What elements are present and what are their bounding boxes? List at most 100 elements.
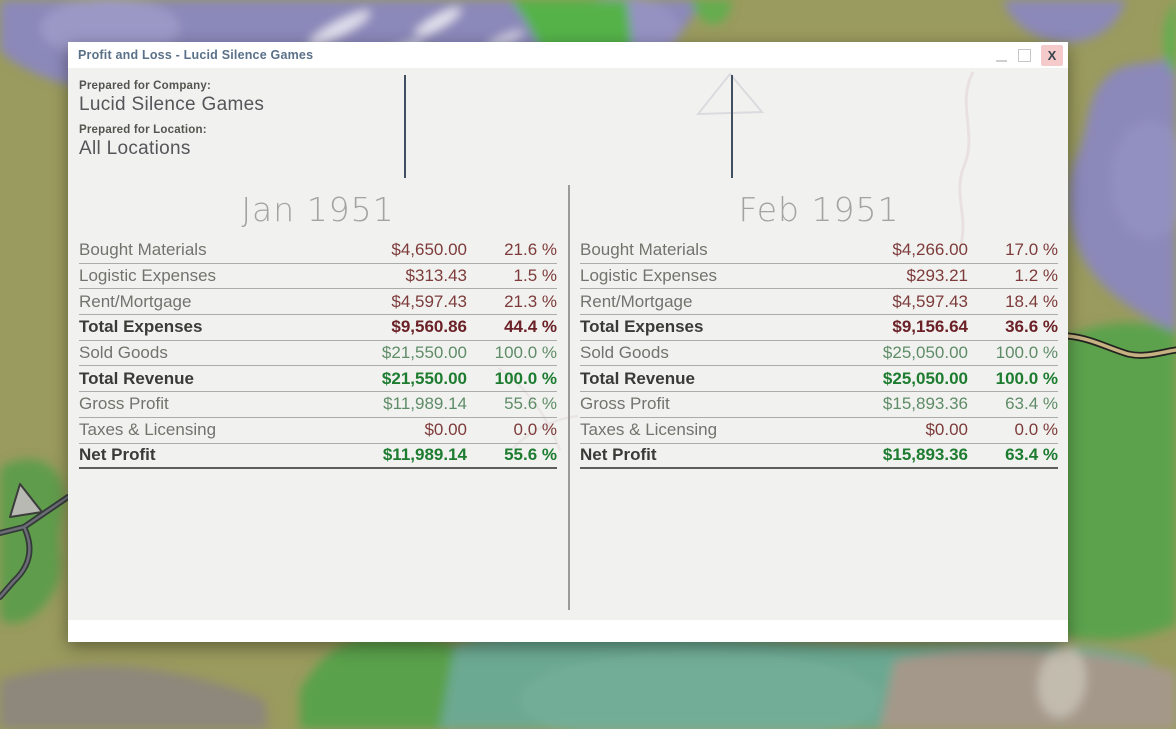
map-airfield-triangle <box>9 483 43 518</box>
profit-loss-window: Profit and Loss - Lucid Silence Games X … <box>68 42 1068 642</box>
row-label: Gross Profit <box>79 394 169 414</box>
table-row: Total Revenue $25,050.00 100.0 % <box>580 366 1058 393</box>
monthly-tables: Jan 1951 Bought Materials $4,650.00 21.6 %… <box>79 190 1058 470</box>
table-row: Rent/Mortgage $4,597.43 18.4 % <box>580 289 1058 316</box>
row-amount: $313.43 <box>405 266 467 286</box>
month-title: Feb 1951 <box>738 190 900 229</box>
table-row: Net Profit $15,893.36 63.4 % <box>580 444 1058 470</box>
report-header: Prepared for Company: Lucid Silence Game… <box>79 80 264 168</box>
map-road-right <box>1064 332 1176 359</box>
close-button[interactable]: X <box>1041 44 1063 66</box>
row-label: Net Profit <box>79 445 156 465</box>
row-percent: 21.3 % <box>504 291 557 311</box>
row-percent: 1.5 % <box>513 266 557 286</box>
row-amount: $4,597.43 <box>391 291 467 311</box>
table-row: Net Profit $11,989.14 55.6 % <box>79 444 557 470</box>
row-label: Taxes & Licensing <box>580 420 718 440</box>
pnl-table: Bought Materials $4,650.00 21.6 % Logistic … <box>79 238 557 470</box>
window-titlebar[interactable]: Profit and Loss - Lucid Silence Games X <box>68 42 1068 68</box>
table-row: Taxes & Licensing $0.00 0.0 % <box>580 418 1058 444</box>
maximize-button[interactable] <box>1017 45 1032 65</box>
row-label: Rent/Mortgage <box>79 291 192 311</box>
row-label: Taxes & Licensing <box>79 420 217 440</box>
header-divider-1 <box>404 75 406 178</box>
row-percent: 0.0 % <box>1014 420 1058 440</box>
row-amount: $25,050.00 <box>882 368 968 388</box>
row-percent: 100.0 % <box>995 368 1058 388</box>
minimize-button[interactable] <box>994 45 1008 65</box>
row-percent: 100.0 % <box>995 343 1058 363</box>
row-label: Total Revenue <box>79 368 194 388</box>
row-amount: $25,050.00 <box>882 343 968 363</box>
row-percent: 55.6 % <box>504 394 557 414</box>
table-row: Total Expenses $9,560.86 44.4 % <box>79 315 557 341</box>
window-controls: X <box>994 42 1063 68</box>
row-amount: $293.21 <box>906 266 968 286</box>
maximize-icon <box>1018 48 1031 62</box>
row-label: Total Expenses <box>580 317 704 337</box>
column-divider <box>568 185 570 610</box>
company-label: Prepared for Company: <box>79 80 212 92</box>
table-row: Total Revenue $21,550.00 100.0 % <box>79 366 557 393</box>
month-column-jan: Jan 1951 Bought Materials $4,650.00 21.6 %… <box>79 190 557 470</box>
map-road-left <box>0 494 71 600</box>
month-column-feb: Feb 1951 Bought Materials $4,266.00 17.0 %… <box>580 190 1058 470</box>
row-amount: $21,550.00 <box>381 343 467 363</box>
row-label: Gross Profit <box>580 394 670 414</box>
month-title: Jan 1951 <box>241 190 395 229</box>
row-amount: $15,893.36 <box>882 394 968 414</box>
map-green-right <box>1060 322 1176 641</box>
location-value: All Locations <box>79 138 191 159</box>
row-percent: 17.0 % <box>1005 240 1058 260</box>
row-label: Rent/Mortgage <box>580 291 693 311</box>
row-amount: $0.00 <box>925 420 968 440</box>
row-amount: $4,266.00 <box>892 240 968 260</box>
row-amount: $11,989.14 <box>382 445 467 465</box>
table-row: Rent/Mortgage $4,597.43 21.3 % <box>79 289 557 316</box>
row-percent: 63.4 % <box>1005 394 1058 414</box>
row-percent: 36.6 % <box>1005 317 1058 337</box>
row-label: Total Revenue <box>580 368 695 388</box>
report-content: Prepared for Company: Lucid Silence Game… <box>68 68 1068 620</box>
row-label: Total Expenses <box>79 317 203 337</box>
window-title: Profit and Loss - Lucid Silence Games <box>78 48 314 62</box>
table-row: Logistic Expenses $313.43 1.5 % <box>79 264 557 290</box>
row-label: Logistic Expenses <box>580 266 718 286</box>
row-amount: $0.00 <box>424 420 467 440</box>
row-amount: $11,989.14 <box>383 394 467 414</box>
window-footer <box>68 620 1068 642</box>
minimize-icon <box>995 60 1007 62</box>
table-row: Sold Goods $21,550.00 100.0 % <box>79 341 557 367</box>
row-amount: $4,650.00 <box>391 240 467 260</box>
row-amount: $9,560.86 <box>391 317 467 337</box>
row-amount: $15,893.36 <box>882 445 968 465</box>
table-row: Total Expenses $9,156.64 36.6 % <box>580 315 1058 341</box>
row-amount: $4,597.43 <box>892 291 968 311</box>
table-row: Taxes & Licensing $0.00 0.0 % <box>79 418 557 444</box>
row-label: Bought Materials <box>580 240 708 260</box>
row-percent: 21.6 % <box>504 240 557 260</box>
row-amount: $21,550.00 <box>381 368 467 388</box>
row-percent: 44.4 % <box>504 317 557 337</box>
map-light-blob <box>1037 646 1087 718</box>
row-percent: 100.0 % <box>494 343 557 363</box>
company-value: Lucid Silence Games <box>79 94 265 115</box>
row-label: Net Profit <box>580 445 657 465</box>
row-percent: 1.2 % <box>1014 266 1058 286</box>
row-label: Sold Goods <box>580 343 669 363</box>
row-percent: 100.0 % <box>494 368 557 388</box>
row-percent: 18.4 % <box>1005 291 1058 311</box>
pnl-table: Bought Materials $4,266.00 17.0 % Logistic … <box>580 238 1058 470</box>
location-label: Prepared for Location: <box>79 124 207 136</box>
row-percent: 55.6 % <box>504 445 557 465</box>
table-row: Logistic Expenses $293.21 1.2 % <box>580 264 1058 290</box>
map-graybrown-region <box>0 665 268 729</box>
table-row: Bought Materials $4,266.00 17.0 % <box>580 238 1058 264</box>
table-row: Sold Goods $25,050.00 100.0 % <box>580 341 1058 367</box>
row-label: Logistic Expenses <box>79 266 217 286</box>
row-label: Sold Goods <box>79 343 168 363</box>
row-percent: 63.4 % <box>1005 445 1058 465</box>
table-row: Bought Materials $4,650.00 21.6 % <box>79 238 557 264</box>
map-purple-topright <box>1003 0 1126 43</box>
